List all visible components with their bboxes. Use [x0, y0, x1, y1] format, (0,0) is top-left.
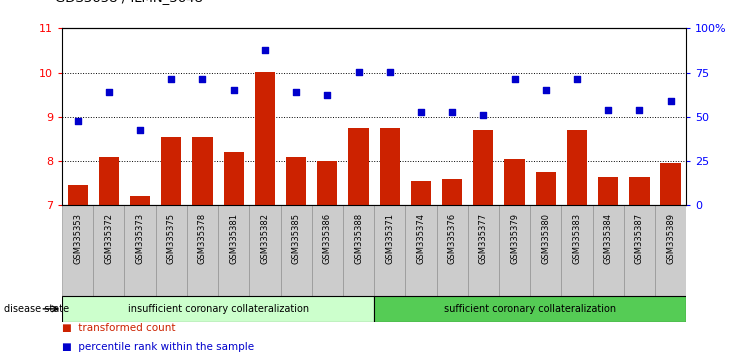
- Bar: [598, 177, 618, 205]
- Text: GSM335376: GSM335376: [447, 212, 457, 264]
- Point: [259, 48, 271, 53]
- Text: sufficient coronary collateralization: sufficient coronary collateralization: [444, 304, 616, 314]
- Text: GSM335371: GSM335371: [385, 212, 394, 263]
- Text: GSM335378: GSM335378: [198, 212, 207, 264]
- Bar: [155, 205, 187, 296]
- Text: GSM335387: GSM335387: [635, 212, 644, 264]
- Bar: [405, 205, 437, 296]
- Text: GSM335374: GSM335374: [416, 212, 426, 263]
- Bar: [593, 205, 624, 296]
- Point: [134, 127, 146, 133]
- Text: ■  transformed count: ■ transformed count: [62, 323, 175, 333]
- Bar: [218, 205, 250, 296]
- Text: GDS3658 / ILMN_3648: GDS3658 / ILMN_3648: [55, 0, 203, 4]
- Bar: [192, 137, 212, 205]
- Text: GSM335353: GSM335353: [73, 212, 82, 263]
- Bar: [348, 128, 369, 205]
- Text: GSM335386: GSM335386: [323, 212, 332, 264]
- Bar: [99, 157, 119, 205]
- Bar: [343, 205, 374, 296]
- Point: [540, 87, 552, 93]
- Text: GSM335388: GSM335388: [354, 212, 363, 264]
- Point: [415, 110, 427, 115]
- Text: GSM335382: GSM335382: [261, 212, 269, 263]
- Bar: [124, 205, 155, 296]
- Bar: [286, 157, 307, 205]
- Bar: [530, 205, 561, 296]
- Text: GSM335372: GSM335372: [104, 212, 113, 263]
- Bar: [374, 296, 686, 322]
- Bar: [93, 205, 124, 296]
- Bar: [380, 128, 400, 205]
- Bar: [536, 172, 556, 205]
- Text: GSM335383: GSM335383: [572, 212, 582, 264]
- Point: [72, 118, 83, 124]
- Text: GSM335380: GSM335380: [541, 212, 550, 263]
- Point: [634, 107, 645, 113]
- Bar: [655, 205, 686, 296]
- Text: GSM335377: GSM335377: [479, 212, 488, 264]
- Bar: [473, 130, 493, 205]
- Point: [103, 90, 115, 95]
- Point: [321, 92, 333, 98]
- Bar: [411, 181, 431, 205]
- Bar: [499, 205, 530, 296]
- Point: [477, 112, 489, 118]
- Point: [228, 87, 239, 93]
- Bar: [504, 159, 525, 205]
- Text: disease state: disease state: [4, 304, 69, 314]
- Point: [384, 69, 396, 75]
- Bar: [255, 72, 275, 205]
- Bar: [62, 296, 374, 322]
- Point: [571, 76, 583, 82]
- Bar: [566, 130, 587, 205]
- Bar: [561, 205, 593, 296]
- Bar: [442, 179, 462, 205]
- Text: GSM335384: GSM335384: [604, 212, 612, 263]
- Text: GSM335379: GSM335379: [510, 212, 519, 263]
- Bar: [249, 205, 280, 296]
- Bar: [223, 152, 244, 205]
- Point: [509, 76, 520, 82]
- Point: [166, 76, 177, 82]
- Bar: [280, 205, 312, 296]
- Bar: [374, 205, 405, 296]
- Bar: [130, 196, 150, 205]
- Point: [353, 69, 364, 75]
- Bar: [629, 177, 650, 205]
- Point: [196, 76, 208, 82]
- Bar: [312, 205, 343, 296]
- Bar: [67, 185, 88, 205]
- Bar: [187, 205, 218, 296]
- Point: [291, 90, 302, 95]
- Text: GSM335373: GSM335373: [136, 212, 145, 264]
- Text: insufficient coronary collateralization: insufficient coronary collateralization: [128, 304, 309, 314]
- Bar: [62, 205, 93, 296]
- Text: GSM335381: GSM335381: [229, 212, 238, 263]
- Bar: [161, 137, 182, 205]
- Text: GSM335375: GSM335375: [166, 212, 176, 263]
- Text: GSM335389: GSM335389: [666, 212, 675, 263]
- Bar: [661, 163, 681, 205]
- Point: [665, 98, 677, 104]
- Bar: [468, 205, 499, 296]
- Text: ■  percentile rank within the sample: ■ percentile rank within the sample: [62, 342, 254, 352]
- Bar: [437, 205, 468, 296]
- Bar: [624, 205, 655, 296]
- Text: GSM335385: GSM335385: [291, 212, 301, 263]
- Bar: [317, 161, 337, 205]
- Point: [446, 110, 458, 115]
- Point: [602, 107, 614, 113]
